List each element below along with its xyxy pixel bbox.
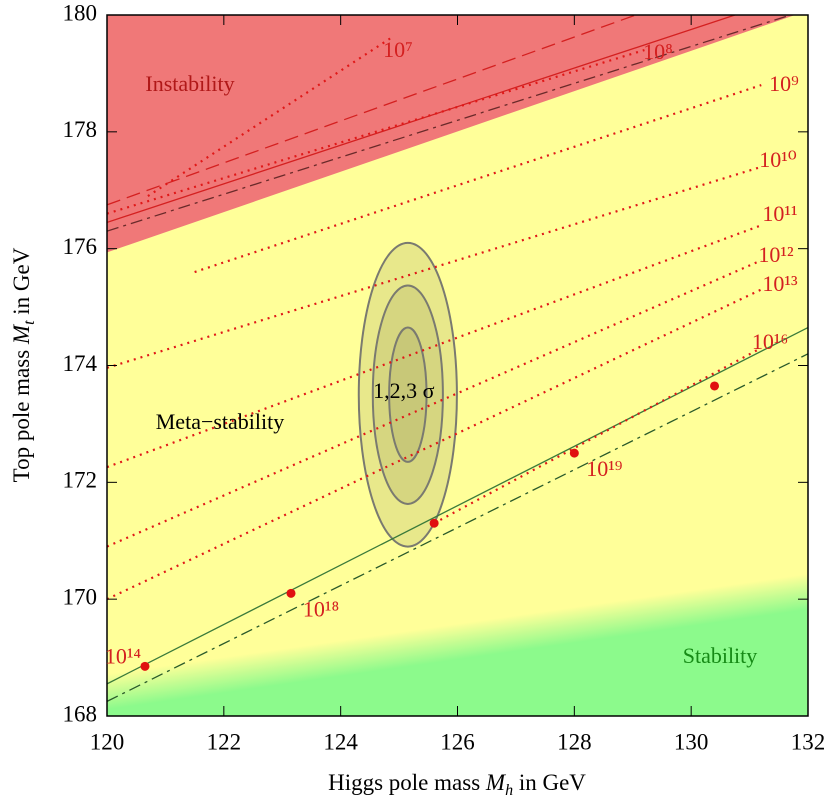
region-label: Instability	[145, 71, 234, 96]
plot-area	[107, 15, 808, 716]
x-axis-title: Higgs pole mass Mh in GeV	[328, 770, 586, 798]
x-title-subscript: h	[505, 782, 513, 799]
ellipse-label: 1,2,3 σ	[373, 378, 435, 403]
x-title-symbol: M	[485, 770, 507, 795]
boundary-line	[107, 15, 736, 223]
point-label: 10¹⁸	[303, 596, 339, 621]
scale-label: 10⁸	[643, 39, 673, 64]
y-tick-label: 170	[63, 584, 98, 609]
scale-point	[569, 448, 579, 458]
scale-label: 10⁹	[769, 71, 799, 96]
y-tick-label: 176	[63, 234, 98, 259]
boundary-line	[107, 353, 808, 702]
x-tick-label: 130	[674, 729, 709, 754]
y-axis-title: Top pole mass Mt in GeV	[9, 247, 37, 482]
x-tick-label: 120	[90, 729, 125, 754]
sigma-ellipse	[388, 326, 428, 463]
scale-line	[194, 84, 762, 274]
y-tick-label: 168	[63, 701, 98, 726]
region-label: Meta−stability	[156, 409, 285, 434]
x-tick-label: 122	[207, 729, 242, 754]
y-tick-label: 174	[63, 351, 98, 376]
scale-point	[429, 518, 439, 528]
x-tick-label: 126	[440, 729, 475, 754]
scale-line	[107, 224, 762, 469]
scale-label: 10¹²	[758, 242, 794, 267]
boundary-line	[107, 15, 791, 232]
x-tick-label: 132	[791, 729, 826, 754]
y-title-subscript: t	[21, 320, 38, 325]
scale-label: 10¹⁰	[759, 147, 797, 172]
scale-line	[107, 259, 762, 548]
x-title-text: Higgs pole mass	[328, 770, 480, 795]
y-tick-label: 172	[63, 468, 98, 493]
y-tick-label: 178	[63, 117, 98, 142]
scale-point	[140, 661, 150, 671]
x-tick-label: 128	[557, 729, 592, 754]
x-title-unit: in GeV	[519, 770, 586, 795]
y-tick-label: 180	[63, 0, 98, 25]
boundary-line	[107, 15, 636, 206]
scale-point	[710, 381, 720, 391]
x-tick-label: 124	[323, 729, 358, 754]
point-label: 10¹⁴	[105, 643, 142, 668]
scale-label: 10¹¹	[762, 201, 797, 226]
boundary-line	[107, 326, 808, 685]
y-title-symbol: M	[9, 323, 34, 345]
scale-label: 10⁷	[383, 37, 413, 62]
scale-line	[433, 347, 762, 525]
scale-label: 10¹⁶	[752, 329, 788, 354]
y-title-text: Top pole mass	[9, 350, 34, 483]
scale-point	[286, 588, 296, 598]
y-title-unit: in GeV	[9, 247, 34, 314]
scale-line	[107, 288, 762, 601]
scale-label: 10¹³	[762, 271, 798, 296]
scale-line	[107, 48, 645, 215]
region-label: Stability	[683, 643, 758, 668]
instability-region	[107, 15, 795, 253]
point-label: 10¹⁹	[586, 456, 623, 481]
